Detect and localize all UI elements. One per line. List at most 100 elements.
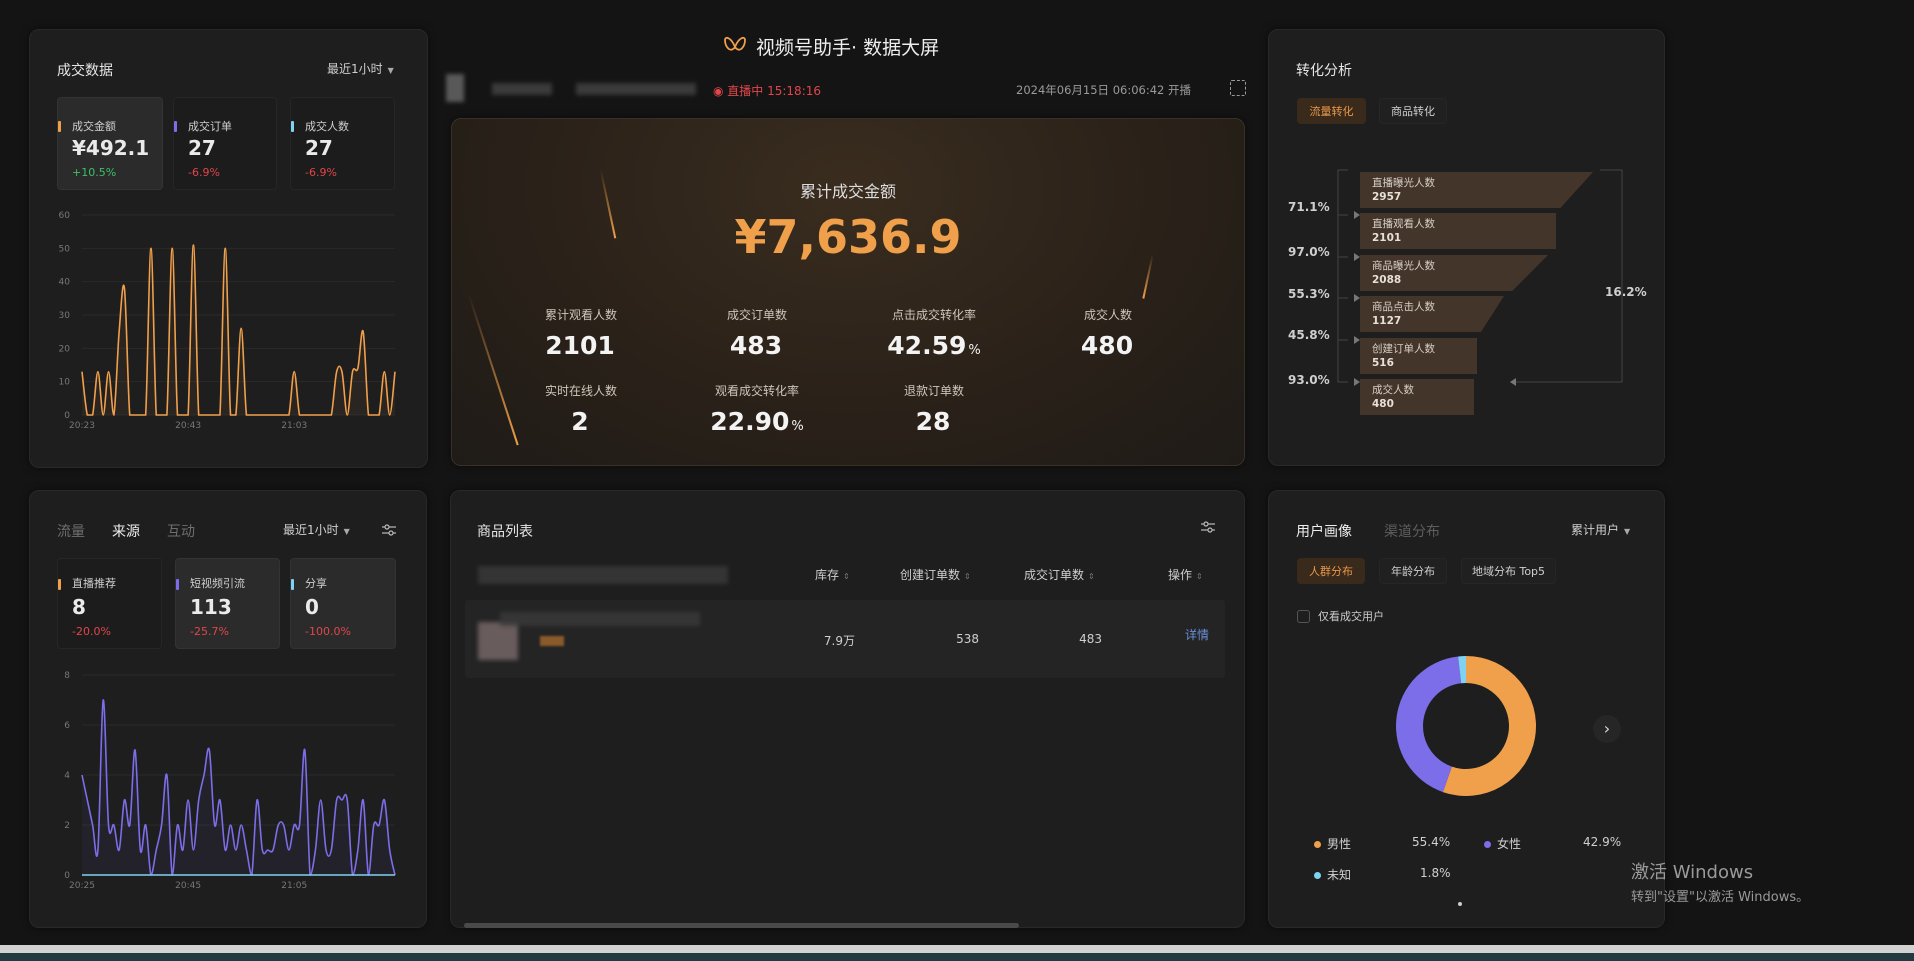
streamer-avatar — [446, 74, 464, 102]
next-page-button[interactable]: › — [1593, 715, 1621, 743]
legend-male-value: 55.4% — [1412, 835, 1451, 849]
deal-card-amount[interactable]: 成交金额 ¥492.1 +10.5% — [57, 97, 163, 190]
y-tick-label: 10 — [59, 378, 71, 388]
y-tick-label: 4 — [64, 771, 70, 781]
stream-start-time: 2024年06月15日 06:06:42 开播 — [1016, 83, 1191, 97]
card-label: 短视频引流 — [190, 577, 245, 590]
funnel-connectors — [1337, 169, 1623, 386]
source-card-live-recommend[interactable]: 直播推荐 8 -20.0% — [57, 558, 162, 649]
subtab-region[interactable]: 地域分布 Top5 — [1461, 558, 1556, 584]
source-line-chart: 0 2 4 6 8 20:25 20:45 21:05 — [64, 671, 396, 891]
app-title-bar: 视频号助手· 数据大屏 — [722, 33, 939, 60]
y-tick-label: 8 — [64, 671, 70, 681]
x-tick-label: 20:25 — [69, 881, 95, 891]
donut-slice-女性[interactable] — [1396, 656, 1462, 793]
card-label: 成交人数 — [305, 120, 349, 133]
series-line-0 — [81, 699, 396, 876]
user-range-dropdown[interactable]: 累计用户 ▼ — [1571, 521, 1630, 538]
y-tick-label: 0 — [64, 871, 70, 881]
funnel-rate: 93.0% — [1288, 373, 1330, 387]
source-card-short-video[interactable]: 短视频引流 113 -25.7% — [175, 558, 280, 649]
y-tick-label: 2 — [64, 821, 70, 831]
funnel-stage-viewers[interactable]: 直播观看人数 2101 — [1360, 213, 1556, 249]
card-value: 8 — [72, 595, 86, 619]
funnel-stage-product-exposure[interactable]: 商品曝光人数 2088 — [1360, 255, 1548, 291]
product-list-panel — [450, 490, 1245, 928]
fullscreen-icon[interactable] — [1230, 80, 1246, 96]
tab-product-conversion[interactable]: 商品转化 — [1379, 98, 1447, 124]
subtab-age[interactable]: 年龄分布 — [1379, 558, 1447, 584]
sort-icon: ⇕ — [843, 572, 850, 581]
funnel-stage-orders-created[interactable]: 创建订单人数 516 — [1360, 338, 1477, 374]
deal-card-buyers[interactable]: 成交人数 27 -6.9% — [290, 97, 395, 190]
sort-icon: ⇕ — [964, 572, 971, 581]
card-label: 分享 — [305, 577, 327, 590]
conversion-title: 转化分析 — [1296, 63, 1352, 79]
windows-activation-watermark: 激活 Windows — [1631, 862, 1754, 883]
source-card-share[interactable]: 分享 0 -100.0% — [290, 558, 396, 649]
legend-marker — [58, 579, 61, 590]
y-tick-label: 60 — [59, 211, 71, 221]
funnel-rate: 71.1% — [1288, 200, 1330, 214]
stat-click-conversion: 点击成交转化率 42.59% — [887, 308, 981, 360]
window-bottom-edge — [0, 945, 1914, 953]
card-delta: -6.9% — [305, 166, 337, 179]
source-range-dropdown[interactable]: 最近1小时 ▼ — [283, 521, 350, 538]
horizontal-scrollbar[interactable] — [464, 923, 1019, 928]
funnel-stage-product-clicks[interactable]: 商品点击人数 1127 — [1360, 296, 1504, 332]
card-value: 27 — [305, 136, 333, 160]
x-tick-label: 20:45 — [175, 881, 201, 891]
col-created-orders[interactable]: 创建订单数 ⇕ — [900, 568, 971, 582]
deal-card-orders[interactable]: 成交订单 27 -6.9% — [173, 97, 277, 190]
card-delta: +10.5% — [72, 166, 117, 179]
caret-down-icon: ▼ — [343, 527, 350, 536]
product-name-blurred — [500, 612, 700, 626]
legend-dot — [1314, 872, 1321, 879]
col-actions[interactable]: 操作 ⇕ — [1168, 568, 1203, 582]
funnel-stage-exposure[interactable]: 直播曝光人数 2957 — [1360, 172, 1593, 208]
legend-dot — [1314, 841, 1321, 848]
y-tick-label: 0 — [64, 411, 70, 421]
detail-link[interactable]: 详情 — [1185, 628, 1210, 642]
checkbox-box[interactable] — [1297, 609, 1310, 623]
tab-channel-distribution[interactable]: 渠道分布 — [1384, 524, 1440, 540]
donut-slice-男性[interactable] — [1442, 656, 1536, 796]
card-label: 直播推荐 — [72, 577, 116, 590]
live-status: ◉ 直播中 15:18:16 — [713, 82, 821, 99]
checkbox-label: 仅看成交用户 — [1318, 610, 1384, 623]
legend-unknown-value: 1.8% — [1420, 866, 1451, 880]
legend-marker — [58, 121, 61, 132]
subtab-crowd[interactable]: 人群分布 — [1297, 558, 1365, 584]
tab-interaction[interactable]: 互动 — [167, 524, 195, 540]
legend-dot — [1484, 841, 1491, 848]
donut-slice-未知[interactable] — [1458, 656, 1466, 684]
sort-icon: ⇕ — [1196, 572, 1203, 581]
funnel-stage-buyers[interactable]: 成交人数 480 — [1360, 379, 1474, 415]
column-settings-icon[interactable] — [1200, 520, 1216, 534]
card-label: 成交订单 — [188, 120, 232, 133]
butterfly-logo-icon — [724, 36, 746, 51]
col-deal-orders[interactable]: 成交订单数 ⇕ — [1024, 568, 1095, 582]
legend-female-value: 42.9% — [1583, 835, 1622, 849]
pagination-dot[interactable] — [1458, 902, 1462, 906]
tab-user-profile[interactable]: 用户画像 — [1296, 524, 1352, 540]
product-header-blurred — [478, 566, 728, 584]
col-stock[interactable]: 库存 ⇕ — [815, 568, 850, 582]
stat-view-conversion: 观看成交转化率 22.90% — [710, 384, 804, 436]
legend-marker — [291, 579, 294, 590]
stat-buyers: 成交人数 480 — [1080, 308, 1134, 360]
live-record-icon: ◉ — [713, 84, 728, 98]
live-duration: 直播中 15:18:16 — [727, 84, 822, 98]
tab-source[interactable]: 来源 — [112, 524, 140, 540]
light-streak — [599, 169, 617, 239]
buyers-only-checkbox[interactable]: 仅看成交用户 — [1297, 608, 1384, 624]
tab-traffic-conversion[interactable]: 流量转化 — [1297, 98, 1366, 124]
tab-traffic[interactable]: 流量 — [57, 524, 85, 540]
deal-range-dropdown[interactable]: 最近1小时 ▼ — [327, 60, 394, 77]
user-range-label: 累计用户 — [1571, 523, 1620, 537]
card-label: 成交金额 — [72, 120, 116, 133]
filter-settings-icon[interactable] — [381, 523, 397, 537]
product-list-title: 商品列表 — [477, 524, 533, 540]
source-range-label: 最近1小时 — [283, 523, 339, 537]
summary-panel — [451, 118, 1245, 466]
